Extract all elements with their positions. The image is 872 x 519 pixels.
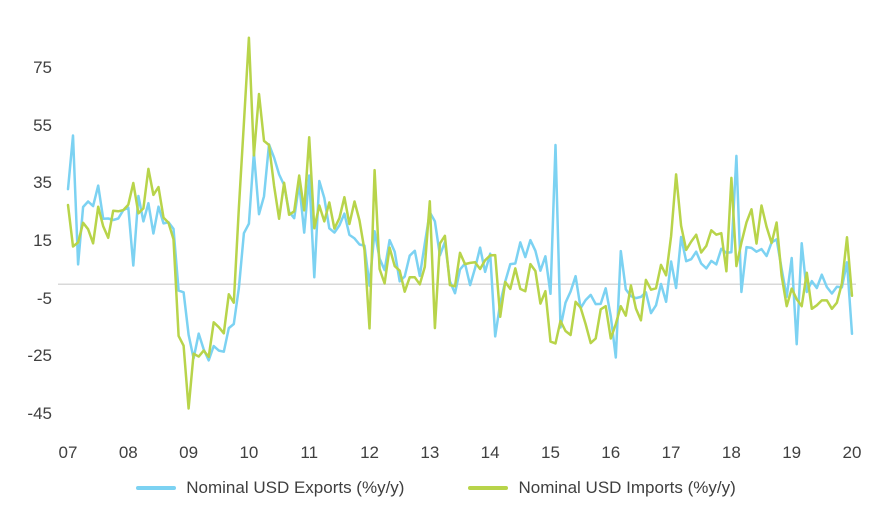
imports-line-swatch	[468, 486, 509, 490]
x-tick-label: 13	[420, 443, 440, 462]
x-tick-label: 10	[239, 443, 259, 462]
exports-line-series	[66, 134, 854, 362]
x-tick-label: 17	[661, 443, 681, 462]
legend-item-imports: Nominal USD Imports (%y/y)	[468, 478, 736, 498]
x-tick-label: 20	[842, 443, 862, 462]
x-tick-label: 16	[601, 443, 621, 462]
x-tick-label: 07	[58, 443, 78, 462]
y-tick-label: 15	[33, 231, 52, 250]
exports-line-swatch	[136, 486, 177, 490]
line-chart-canvas	[58, 36, 856, 410]
legend-item-exports: Nominal USD Exports (%y/y)	[136, 478, 404, 498]
y-tick-label: -5	[36, 288, 52, 308]
x-tick-label: 12	[360, 443, 379, 462]
x-tick-label: 08	[118, 443, 138, 462]
y-tick-label: 75	[33, 58, 52, 77]
legend-label-exports: Nominal USD Exports (%y/y)	[186, 478, 405, 497]
y-tick-label: 55	[33, 115, 52, 135]
x-tick-label: 15	[540, 443, 560, 462]
imports-line-series	[66, 36, 854, 410]
legend-label-imports: Nominal USD Imports (%y/y)	[518, 478, 736, 497]
y-tick-label: -25	[27, 346, 52, 366]
legend: Nominal USD Exports (%y/y) Nominal USD I…	[0, 478, 872, 498]
y-tick-label: -45	[27, 404, 52, 423]
x-tick-label: 19	[782, 443, 802, 462]
x-tick-label: 18	[721, 443, 741, 462]
x-tick-label: 11	[300, 443, 319, 462]
x-tick-label: 14	[480, 443, 500, 462]
y-tick-label: 35	[33, 173, 52, 193]
x-tick-label: 09	[179, 443, 199, 462]
